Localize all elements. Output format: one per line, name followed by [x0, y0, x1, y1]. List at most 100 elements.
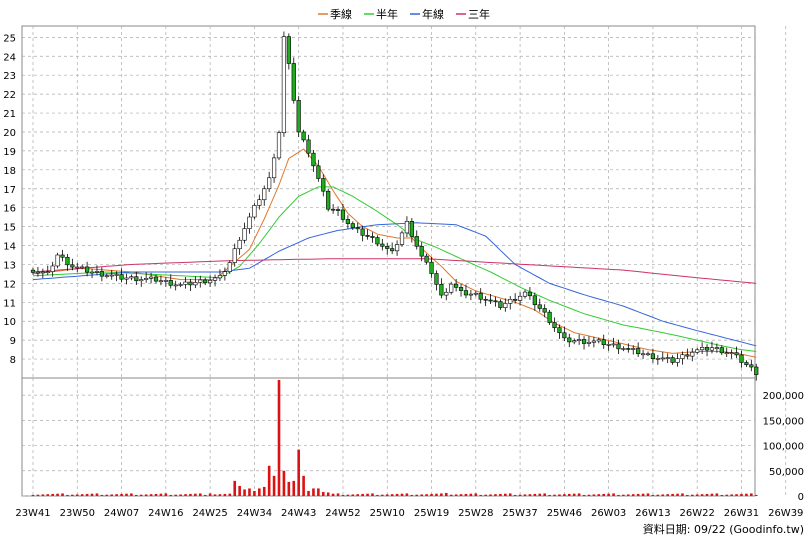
volume-bar — [302, 475, 305, 496]
candle-body — [690, 351, 695, 357]
volume-bar — [420, 494, 423, 496]
candle-body — [345, 219, 350, 224]
volume-bar — [71, 494, 74, 496]
candle-body — [340, 209, 346, 220]
candle-body — [80, 266, 85, 269]
volume-bar — [85, 493, 89, 496]
volume-panel — [21, 377, 756, 497]
volume-bar — [331, 493, 335, 496]
candle-body — [89, 271, 95, 274]
candle-body — [444, 291, 449, 296]
candle-body — [493, 300, 498, 303]
candle-body — [227, 262, 232, 272]
volume-bar — [218, 494, 222, 496]
volume-bar — [262, 486, 266, 496]
volume-bar — [730, 494, 733, 496]
price-tick-label: 8 — [10, 355, 16, 366]
candle-body — [311, 152, 316, 167]
candle-body — [232, 248, 237, 263]
volume-tick-label: 150,000 — [763, 416, 804, 427]
price-tick-label: 22 — [3, 90, 16, 101]
volume-bar — [548, 494, 551, 496]
volume-bar — [469, 493, 473, 496]
candle-body — [247, 216, 252, 229]
candle-body — [326, 190, 331, 210]
volume-bar — [528, 494, 532, 496]
price-grid — [22, 26, 787, 378]
price-axis: 8 9 10 11 12 13 14 15 16 17 18 19 20 21 22 23 24 25 — [3, 33, 16, 366]
candle-body — [45, 271, 50, 273]
candle-body — [252, 205, 257, 218]
candlesticks — [30, 31, 759, 381]
legend-label-3: 三年 — [468, 7, 490, 21]
volume-bar — [31, 494, 35, 496]
x-tick-label: 24W34 — [237, 508, 272, 519]
candle-body — [178, 284, 183, 286]
volume-tick-label: 0 — [798, 492, 804, 503]
candle-body — [385, 245, 390, 249]
candle-body — [350, 223, 355, 229]
candle-body — [562, 332, 567, 339]
volume-bar — [686, 494, 689, 496]
volume-bar — [243, 489, 246, 496]
candle-body — [754, 366, 759, 375]
volume-bar — [754, 494, 758, 496]
candle-body — [390, 248, 395, 252]
volume-bar — [489, 494, 492, 496]
volume-bar — [159, 493, 163, 496]
volume-bar — [425, 494, 428, 496]
volume-tick-label: 50,000 — [769, 467, 804, 478]
volume-bar — [459, 494, 463, 496]
candle-body — [660, 357, 665, 360]
legend: 季線 半年 年線 三年 — [318, 7, 490, 21]
volume-bar — [750, 493, 753, 496]
x-tick-label: 25W19 — [414, 508, 449, 519]
volume-bar — [336, 493, 340, 496]
candle-body — [709, 347, 715, 351]
candle-body — [173, 284, 178, 287]
legend-label-2: 年線 — [422, 7, 444, 21]
candle-body — [424, 255, 429, 263]
volume-bar — [636, 493, 640, 496]
candle-body — [547, 311, 552, 323]
x-tick-label: 26W39 — [768, 508, 803, 519]
candle-body — [527, 291, 533, 297]
candle-body — [286, 36, 291, 64]
volume-bar — [317, 488, 320, 496]
candle-body — [158, 280, 164, 283]
x-tick-label: 26W13 — [635, 508, 670, 519]
volume-bar — [51, 493, 54, 496]
volume-bar — [297, 449, 300, 496]
volume-bar — [700, 494, 704, 496]
candle-body — [375, 237, 380, 245]
candle-body — [60, 254, 65, 258]
volume-bar — [651, 494, 655, 496]
candle-body — [212, 277, 218, 281]
candle-body — [700, 347, 705, 351]
candle-body — [365, 235, 370, 237]
candle-body — [414, 236, 419, 247]
candle-body — [163, 280, 168, 282]
candle-body — [271, 157, 277, 179]
candle-body — [734, 352, 739, 356]
volume-bar — [100, 494, 104, 496]
candle-body — [70, 264, 75, 268]
candle-body — [749, 364, 754, 368]
candle-body — [429, 261, 434, 274]
volume-bar — [740, 493, 743, 496]
volume-bar — [582, 494, 586, 496]
volume-tick-label: 100,000 — [763, 442, 804, 453]
volume-bar — [233, 480, 237, 496]
volume-bar — [390, 494, 394, 496]
candle-body — [321, 178, 326, 192]
candle-body — [729, 352, 734, 354]
candle-body — [409, 221, 414, 237]
volume-bar — [705, 493, 709, 496]
volume-bar — [164, 493, 168, 496]
candle-body — [557, 327, 562, 334]
volume-bar — [661, 494, 665, 496]
candle-body — [75, 266, 80, 269]
candle-body — [355, 227, 360, 230]
volume-bar — [90, 493, 94, 496]
